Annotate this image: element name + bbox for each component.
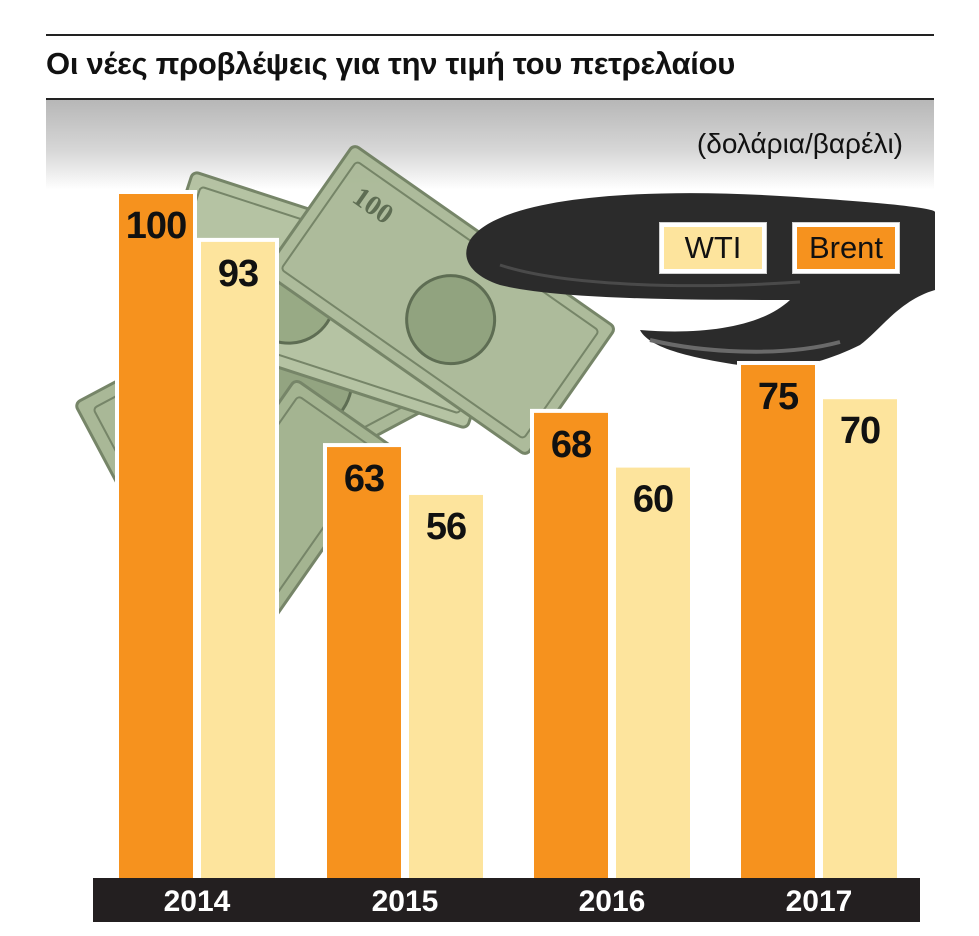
data-label-wti-2014: 93 (218, 253, 258, 295)
bar-brent-2016 (534, 412, 608, 878)
top-rule (46, 34, 934, 36)
x-tick-label-2016: 2016 (579, 885, 646, 918)
x-tick-label-2017: 2017 (786, 885, 853, 918)
x-tick-label-2015: 2015 (372, 885, 439, 918)
x-axis-band (93, 878, 920, 922)
data-label-wti-2016: 60 (633, 479, 673, 521)
legend-brent: Brent (793, 223, 899, 273)
chart-title: Οι νέες προβλέψεις για την τιμή του πετρ… (46, 46, 735, 81)
data-label-brent-2014: 100 (126, 205, 186, 247)
bar-wti-2017 (823, 399, 897, 878)
bar-brent-2015 (327, 447, 401, 878)
data-label-wti-2015: 56 (426, 506, 466, 548)
title-rule (46, 98, 934, 100)
legend-wti: WTI (660, 223, 766, 273)
data-label-brent-2017: 75 (758, 376, 799, 418)
bar-wti-2014 (201, 241, 275, 878)
unit-label: (δολάρια/βαρέλι) (696, 128, 903, 159)
bar-wti-2015 (409, 494, 483, 878)
data-label-wti-2017: 70 (840, 410, 880, 452)
data-label-brent-2015: 63 (344, 458, 384, 500)
bar-brent-2017 (741, 365, 815, 878)
labels-group: 100 93 2014 63 56 2015 68 60 2016 75 70 2017 (126, 205, 881, 918)
bar-brent-2014 (119, 194, 193, 878)
data-label-brent-2016: 68 (551, 424, 591, 466)
bar-wti-2016 (616, 467, 690, 878)
bars-group (115, 190, 901, 878)
x-tick-label-2014: 2014 (164, 885, 231, 918)
